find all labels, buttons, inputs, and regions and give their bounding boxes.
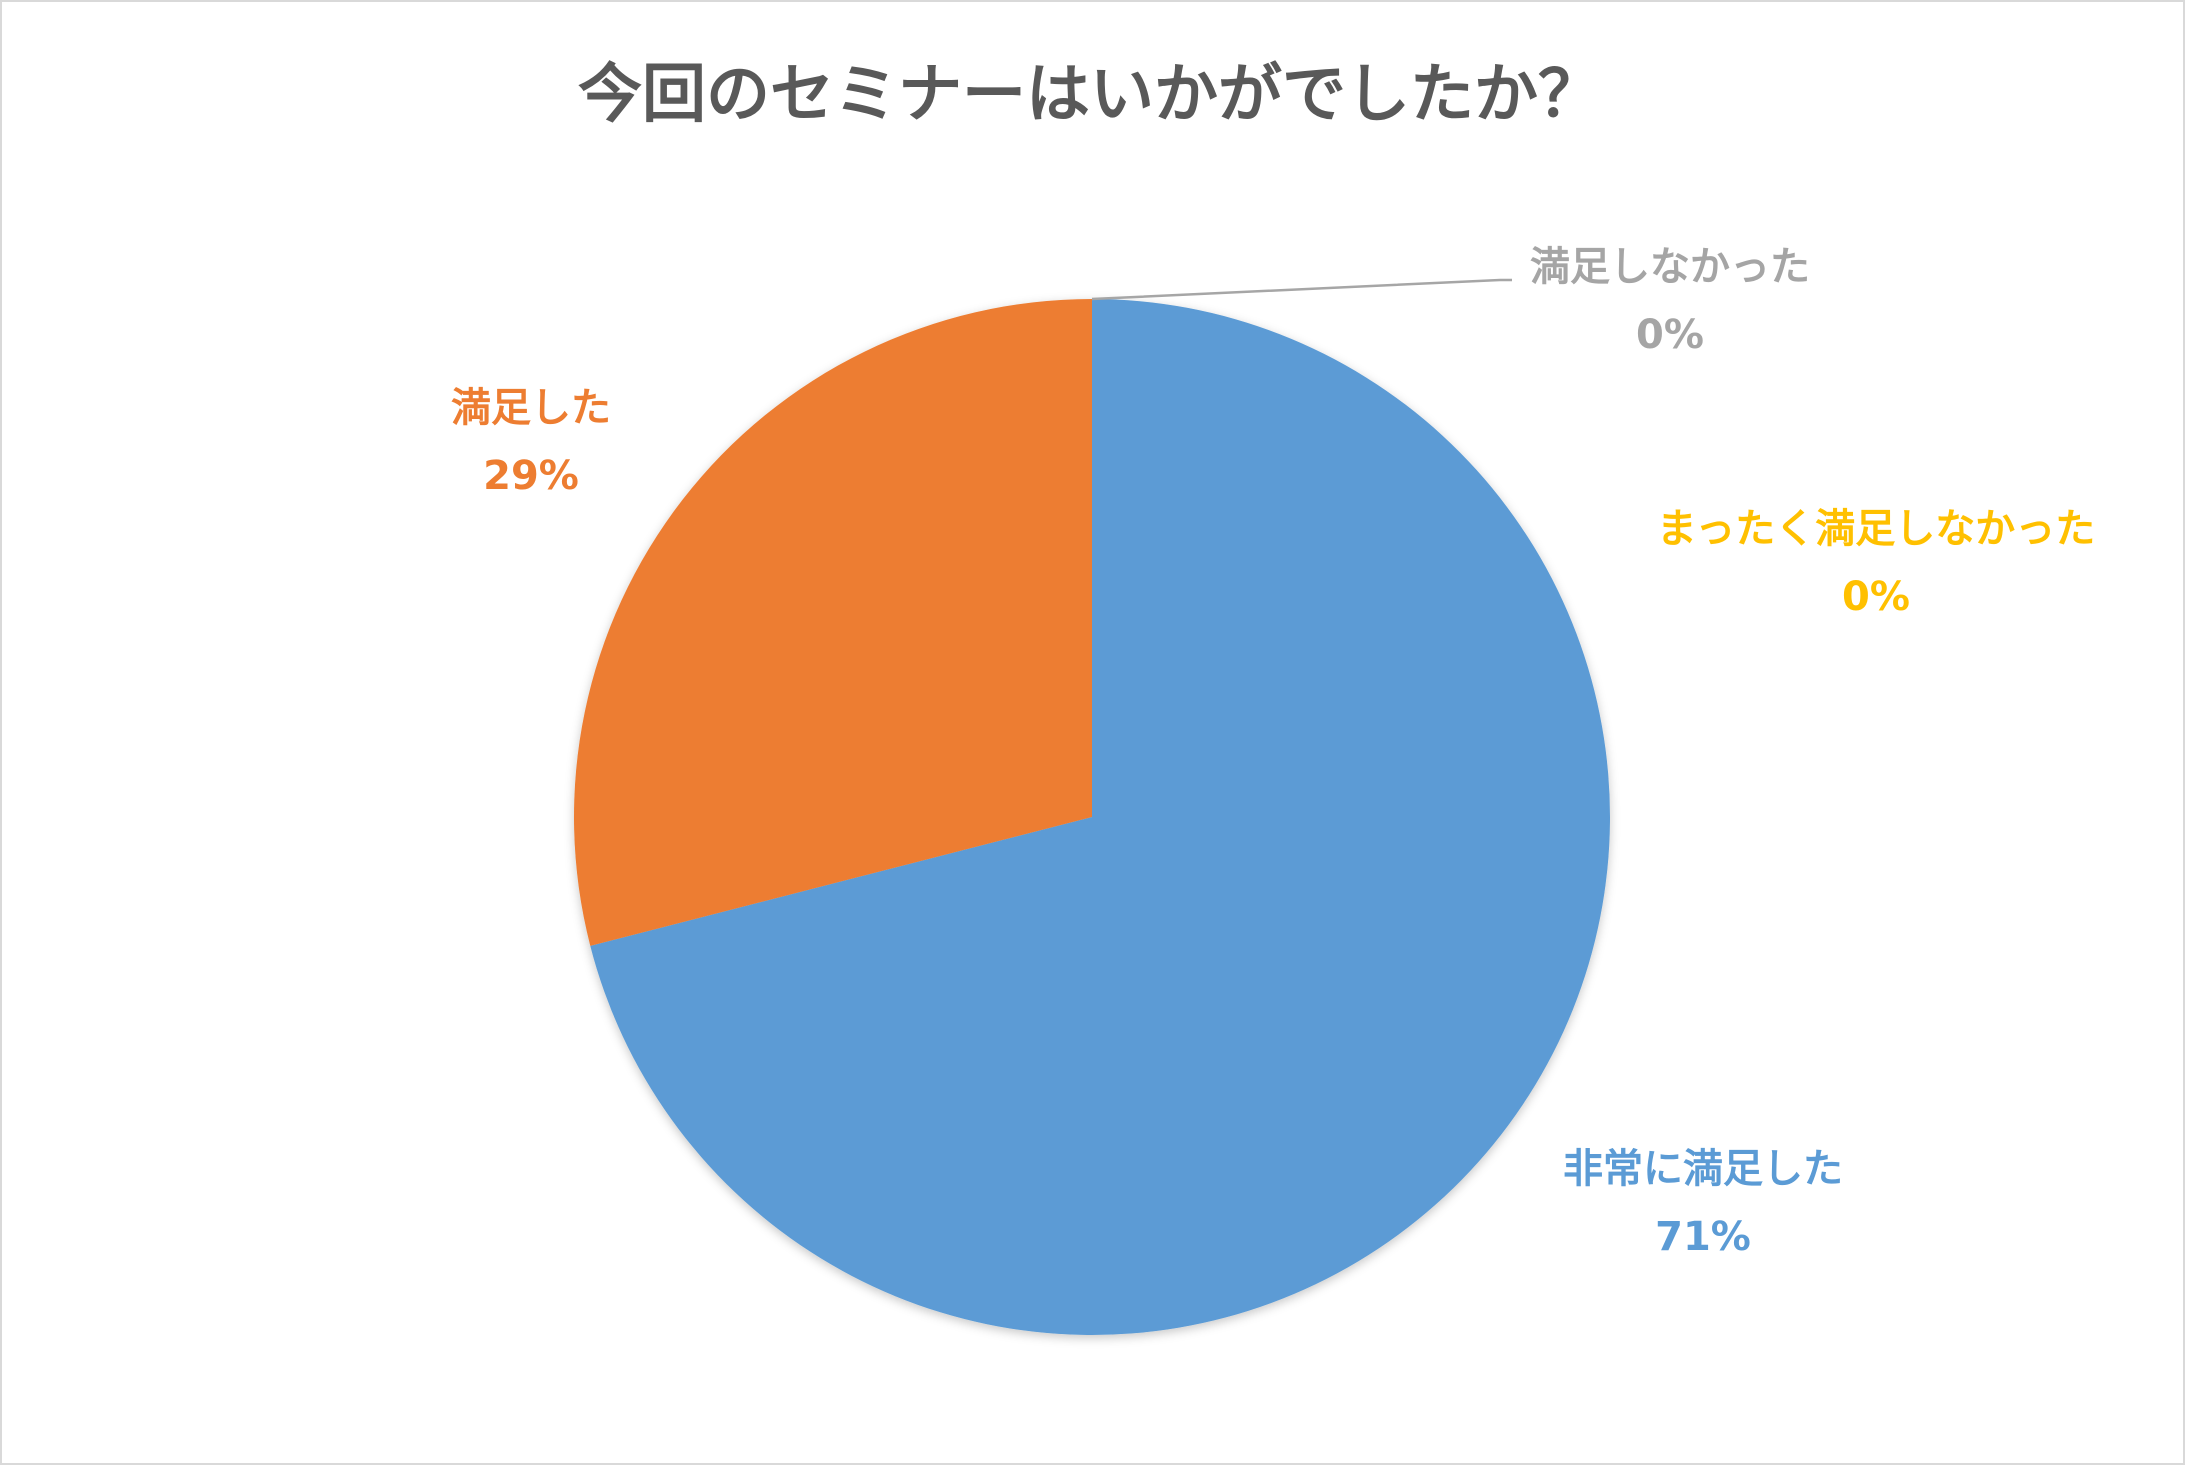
label-not-at-all-satisfied-name: まったく満足しなかった bbox=[1657, 506, 2095, 552]
label-very-satisfied-name: 非常に満足した bbox=[1563, 1146, 1843, 1192]
label-not-at-all-satisfied-value: 0% bbox=[1842, 574, 1910, 620]
slice-satisfied bbox=[573, 299, 1092, 946]
label-satisfied-value: 29% bbox=[483, 453, 579, 499]
leader-line-not-satisfied bbox=[1091, 278, 1512, 301]
label-not-satisfied-value: 0% bbox=[1636, 312, 1704, 358]
label-satisfied-name: 満足した bbox=[451, 385, 611, 431]
chart-title: 今回のセミナーはいかがでしたか？ bbox=[578, 58, 1602, 132]
slice-very-satisfied bbox=[590, 299, 1610, 1335]
label-not-satisfied-name: 満足しなかった bbox=[1530, 244, 1810, 290]
label-very-satisfied-value: 71% bbox=[1655, 1214, 1751, 1260]
